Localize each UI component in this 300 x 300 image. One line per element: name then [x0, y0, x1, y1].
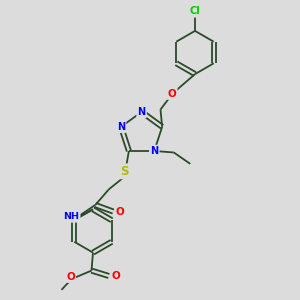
Text: N: N [150, 146, 158, 156]
Text: NH: NH [63, 212, 79, 221]
Text: O: O [66, 272, 75, 282]
Text: S: S [120, 165, 129, 178]
Text: N: N [117, 122, 125, 132]
Text: Cl: Cl [190, 6, 200, 16]
Text: O: O [116, 207, 124, 217]
Text: N: N [137, 107, 146, 117]
Text: O: O [111, 271, 120, 281]
Text: O: O [167, 88, 176, 99]
